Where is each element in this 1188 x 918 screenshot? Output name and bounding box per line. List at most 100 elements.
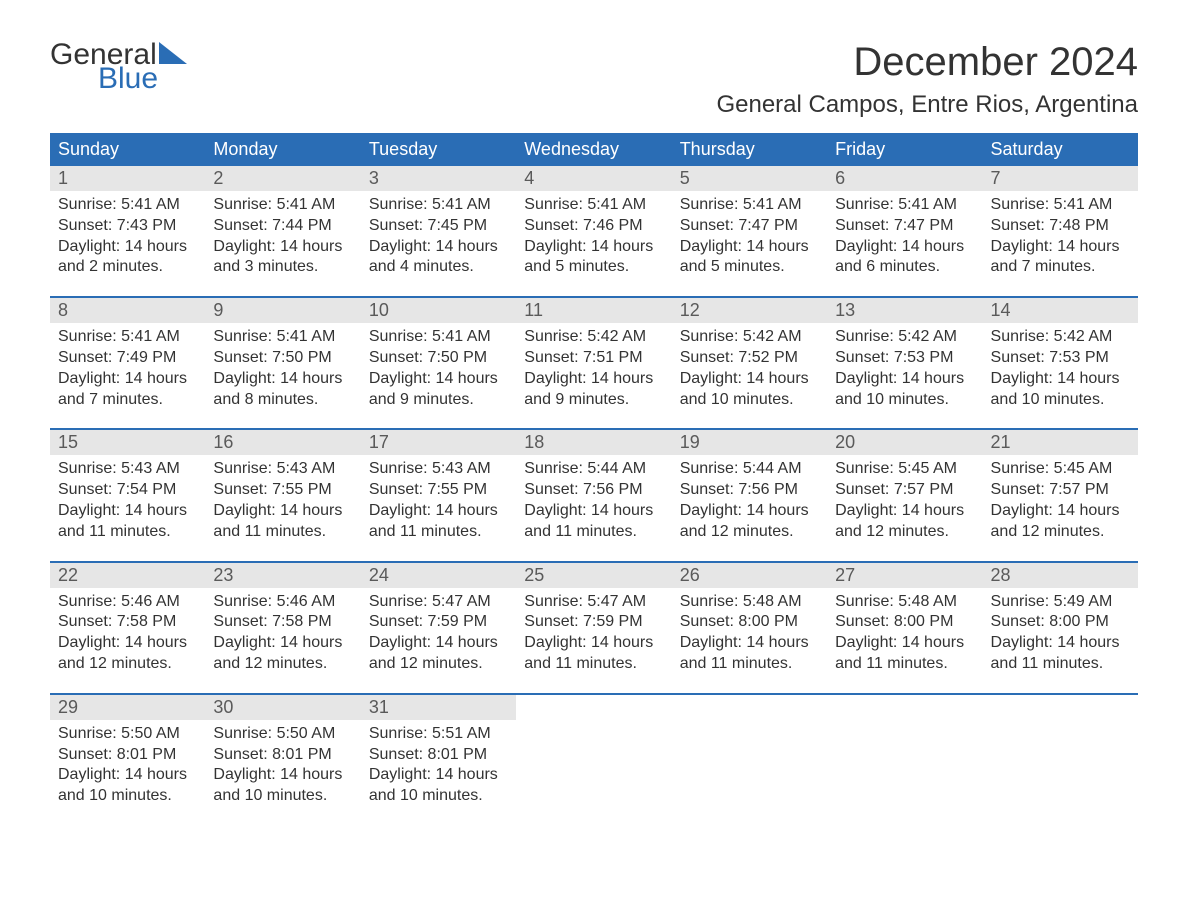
day-info-cell: Sunrise: 5:42 AMSunset: 7:53 PMDaylight:… [827,323,982,429]
sunrise-text: Sunrise: 5:50 AM [213,724,352,745]
location-subtitle: General Campos, Entre Rios, Argentina [716,91,1138,119]
day-header: Friday [827,133,982,166]
day2-text: and 11 minutes. [524,522,663,543]
day-info-cell: Sunrise: 5:43 AMSunset: 7:54 PMDaylight:… [50,455,205,561]
day-info-cell: Sunrise: 5:51 AMSunset: 8:01 PMDaylight:… [361,720,516,825]
day1-text: Daylight: 14 hours [835,237,974,258]
sunset-text: Sunset: 7:55 PM [213,480,352,501]
day-number-cell: 24 [361,563,516,588]
day2-text: and 12 minutes. [835,522,974,543]
day-number-row: 891011121314 [50,298,1138,323]
sunset-text: Sunset: 7:57 PM [991,480,1130,501]
day-info-cell: Sunrise: 5:41 AMSunset: 7:49 PMDaylight:… [50,323,205,429]
sunset-text: Sunset: 8:00 PM [991,612,1130,633]
day-info-cell: Sunrise: 5:46 AMSunset: 7:58 PMDaylight:… [50,588,205,694]
day1-text: Daylight: 14 hours [524,633,663,654]
sunset-text: Sunset: 7:50 PM [369,348,508,369]
day-info-cell: Sunrise: 5:41 AMSunset: 7:50 PMDaylight:… [205,323,360,429]
sunset-text: Sunset: 7:54 PM [58,480,197,501]
day1-text: Daylight: 14 hours [213,369,352,390]
day2-text: and 12 minutes. [991,522,1130,543]
day2-text: and 11 minutes. [369,522,508,543]
sunrise-text: Sunrise: 5:44 AM [524,459,663,480]
day-number-cell: 18 [516,430,671,455]
sunrise-text: Sunrise: 5:43 AM [369,459,508,480]
day-number-cell: 6 [827,166,982,191]
day-number-cell: 28 [983,563,1138,588]
day-number-cell [516,695,671,720]
day-number-cell: 15 [50,430,205,455]
day2-text: and 10 minutes. [835,390,974,411]
day-number-cell: 10 [361,298,516,323]
day2-text: and 10 minutes. [369,786,508,807]
day1-text: Daylight: 14 hours [524,237,663,258]
day1-text: Daylight: 14 hours [58,237,197,258]
day-number-cell: 26 [672,563,827,588]
day-info-row: Sunrise: 5:43 AM Sunset: 7:54 PM Daylight:… [50,455,1138,561]
sunset-text: Sunset: 8:01 PM [58,745,197,766]
day-number-cell: 30 [205,695,360,720]
day-number-cell: 3 [361,166,516,191]
sunrise-text: Sunrise: 5:42 AM [524,327,663,348]
day-info-row: Sunrise: 5:46 AMSunset: 7:58 PMDaylight:… [50,588,1138,694]
day2-text: and 11 minutes. [213,522,352,543]
day-header: Tuesday [361,133,516,166]
logo: General Blue [50,40,187,94]
sunset-text: Sunset: 7:58 PM [58,612,197,633]
day-number-cell: 17 [361,430,516,455]
sunrise-text: Sunrise: 5:42 AM [680,327,819,348]
sunrise-text: Sunrise: 5:42 AM [835,327,974,348]
sunset-text: Sunset: 8:01 PM [369,745,508,766]
day-info-cell: Sunrise: 5:47 AMSunset: 7:59 PMDaylight:… [516,588,671,694]
day-number-cell [672,695,827,720]
day2-text: and 11 minutes. [58,522,197,543]
day-number-cell: 1 [50,166,205,191]
day2-text: and 2 minutes. [58,257,197,278]
day2-text: and 12 minutes. [58,654,197,675]
day-number-row: 22232425262728 [50,563,1138,588]
sunset-text: Sunset: 7:55 PM [369,480,508,501]
day-info-cell: Sunrise: 5:48 AMSunset: 8:00 PMDaylight:… [827,588,982,694]
day-info-cell: Sunrise: 5:46 AMSunset: 7:58 PMDaylight:… [205,588,360,694]
sunrise-text: Sunrise: 5:42 AM [991,327,1130,348]
day-info-cell: Sunrise: 5:44 AMSunset: 7:56 PMDaylight:… [672,455,827,561]
sunset-text: Sunset: 7:47 PM [835,216,974,237]
day-info-cell: Sunrise: 5:45 AMSunset: 7:57 PMDaylight:… [827,455,982,561]
day-number-cell: 9 [205,298,360,323]
day-header: Thursday [672,133,827,166]
day-info-cell: Sunrise: 5:41 AMSunset: 7:47 PMDaylight:… [672,191,827,297]
sunset-text: Sunset: 8:00 PM [835,612,974,633]
sunset-text: Sunset: 7:53 PM [991,348,1130,369]
day2-text: and 12 minutes. [213,654,352,675]
day2-text: and 8 minutes. [213,390,352,411]
day-number-cell: 12 [672,298,827,323]
day-header: Saturday [983,133,1138,166]
day1-text: Daylight: 14 hours [835,369,974,390]
day2-text: and 9 minutes. [524,390,663,411]
sunrise-text: Sunrise: 5:41 AM [58,195,197,216]
day1-text: Daylight: 14 hours [991,501,1130,522]
day2-text: and 10 minutes. [58,786,197,807]
day-info-cell: Sunrise: 5:41 AMSunset: 7:48 PMDaylight:… [983,191,1138,297]
day1-text: Daylight: 14 hours [680,501,819,522]
day2-text: and 11 minutes. [680,654,819,675]
day2-text: and 10 minutes. [680,390,819,411]
day2-text: and 11 minutes. [524,654,663,675]
day-number-cell: 8 [50,298,205,323]
day-info-cell: Sunrise: 5:41 AMSunset: 7:46 PMDaylight:… [516,191,671,297]
day-info-cell: Sunrise: 5:43 AMSunset: 7:55 PMDaylight:… [205,455,360,561]
day-info-row: Sunrise: 5:41 AMSunset: 7:49 PMDaylight:… [50,323,1138,429]
day-number-cell: 27 [827,563,982,588]
sunrise-text: Sunrise: 5:41 AM [524,195,663,216]
logo-word-blue: Blue [98,64,187,94]
sunset-text: Sunset: 8:01 PM [213,745,352,766]
day2-text: and 3 minutes. [213,257,352,278]
day-number-cell: 19 [672,430,827,455]
day-info-cell: Sunrise: 5:50 AMSunset: 8:01 PMDaylight:… [205,720,360,825]
day2-text: and 6 minutes. [835,257,974,278]
day2-text: and 10 minutes. [213,786,352,807]
sunrise-text: Sunrise: 5:41 AM [213,327,352,348]
page-title: December 2024 [716,40,1138,85]
sunset-text: Sunset: 7:46 PM [524,216,663,237]
sunset-text: Sunset: 7:44 PM [213,216,352,237]
